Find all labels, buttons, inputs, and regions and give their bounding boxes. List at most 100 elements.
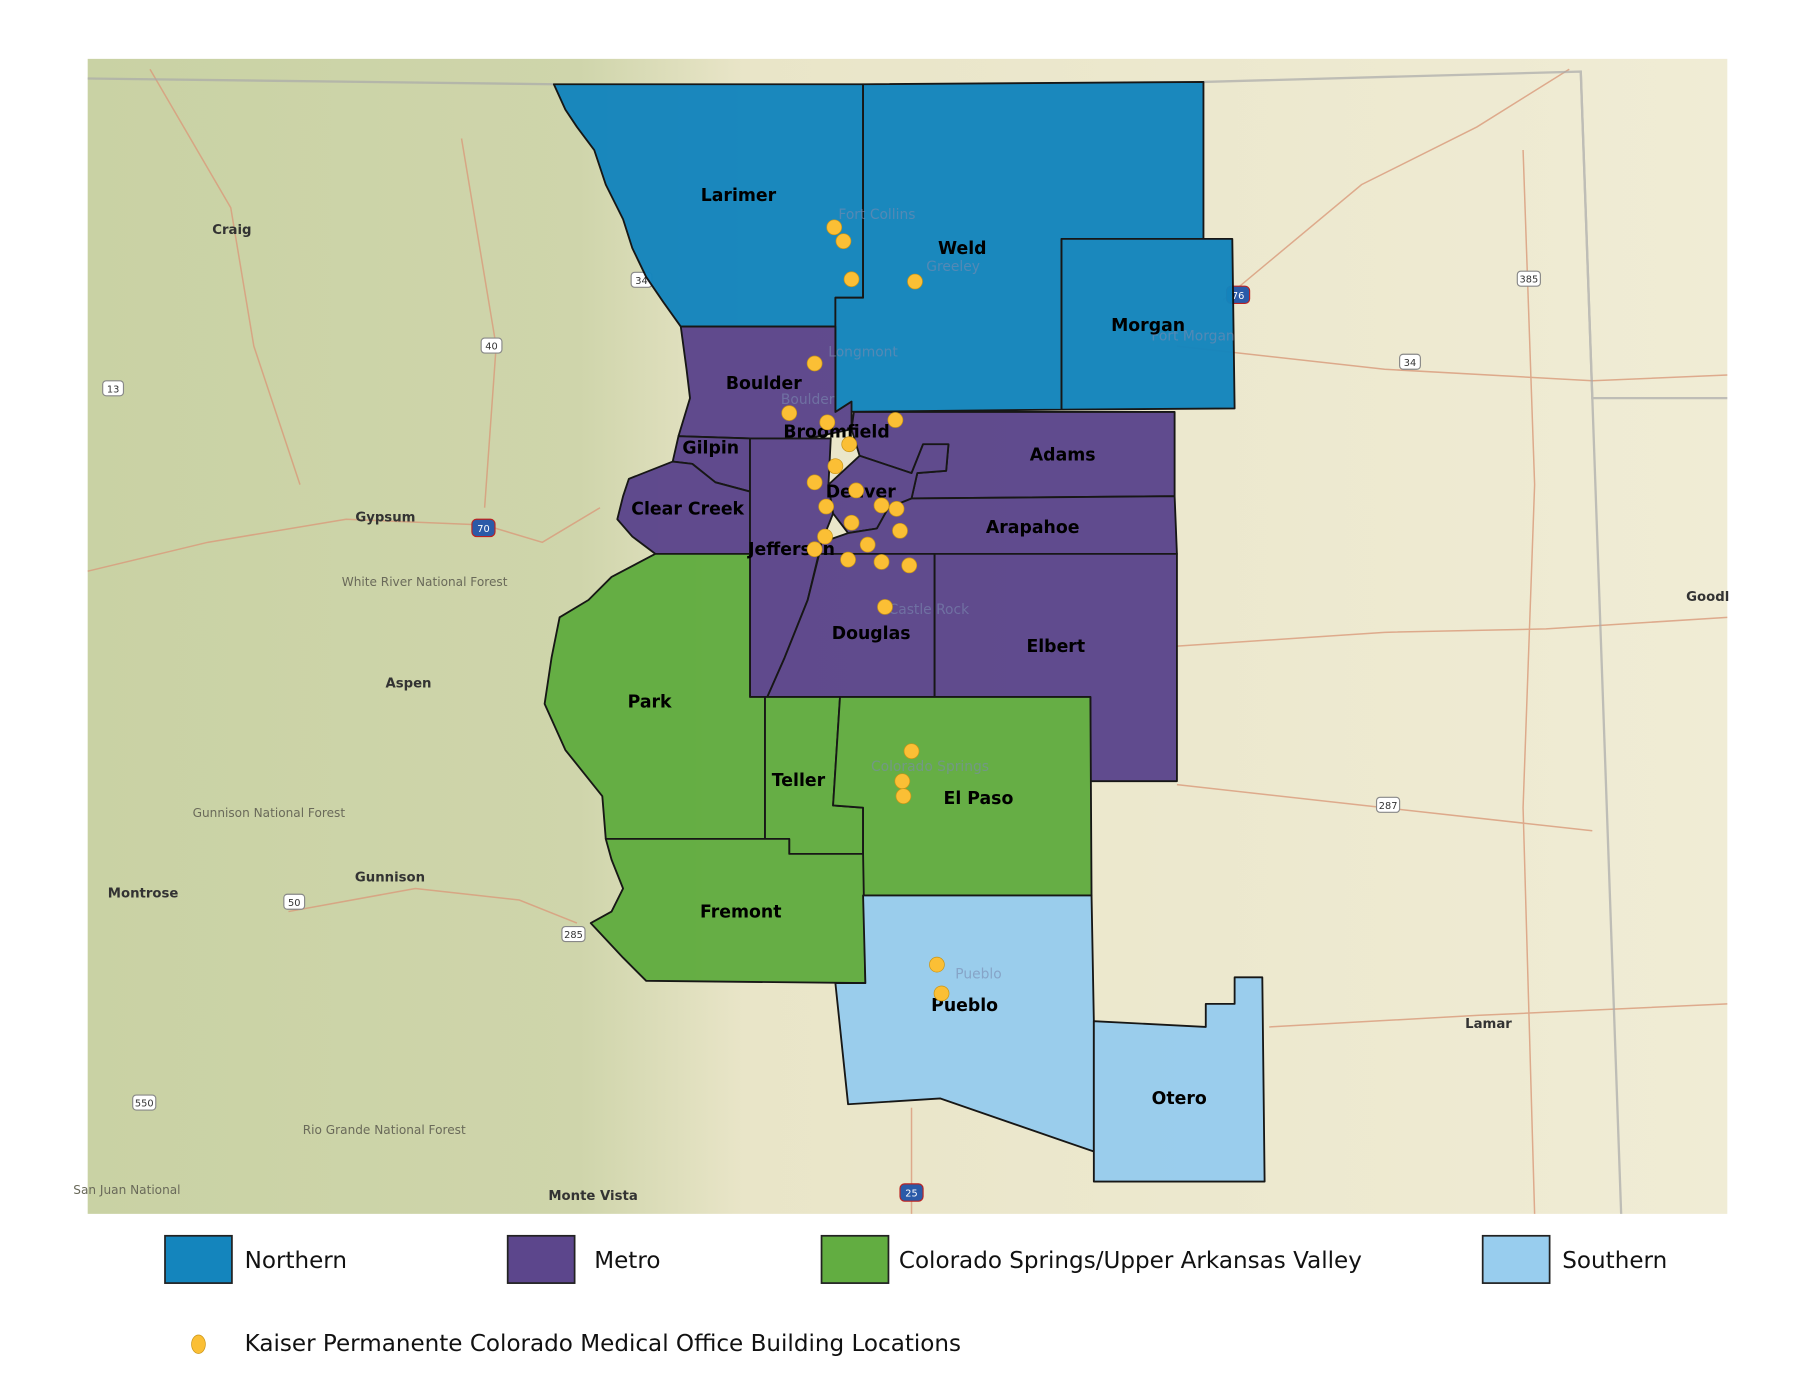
office-marker[interactable] xyxy=(841,436,858,453)
county-label: Boulder xyxy=(726,374,802,394)
office-marker[interactable] xyxy=(929,956,945,973)
legend-item-office: Kaiser Permanente Colorado Medical Offic… xyxy=(191,1331,961,1357)
office-marker[interactable] xyxy=(888,501,905,517)
city-label: Boulder xyxy=(781,392,835,408)
office-marker[interactable] xyxy=(859,536,876,553)
legend: Northern Metro Colorado Springs/Upper Ar… xyxy=(164,1234,1667,1357)
office-marker[interactable] xyxy=(873,497,890,514)
office-marker[interactable] xyxy=(806,474,823,491)
road-shield: 550 xyxy=(135,1099,154,1110)
legend-label: Kaiser Permanente Colorado Medical Offic… xyxy=(245,1331,961,1357)
county-label: Pueblo xyxy=(931,996,998,1016)
office-marker[interactable] xyxy=(887,412,904,428)
place-label: Gunnison xyxy=(355,871,425,886)
forest-label: Gunnison National Forest xyxy=(193,806,346,820)
road-shield: 287 xyxy=(1379,801,1398,812)
city-labels-faint: Fort Collins Greeley Longmont Boulder Fo… xyxy=(781,207,1235,982)
legend-swatch xyxy=(820,1234,890,1284)
road-shield: 50 xyxy=(288,898,300,909)
office-marker[interactable] xyxy=(840,551,856,568)
road-shield: 13 xyxy=(107,384,119,395)
office-marker[interactable] xyxy=(835,233,852,250)
county-label: Broomfield xyxy=(783,422,889,442)
county-labels: Larimer Weld Morgan Boulder Broomfield G… xyxy=(628,186,1207,1109)
city-label: Fort Morgan xyxy=(1151,328,1234,344)
office-marker[interactable] xyxy=(848,482,864,499)
place-label: Craig xyxy=(212,223,251,238)
county-pueblo[interactable] xyxy=(834,894,1095,1153)
city-label: Fort Collins xyxy=(838,207,915,223)
city-label: Castle Rock xyxy=(889,602,970,618)
county-otero[interactable] xyxy=(1092,976,1266,1183)
office-marker[interactable] xyxy=(933,985,950,1002)
office-marker[interactable] xyxy=(817,528,833,545)
legend-label: Metro xyxy=(594,1248,660,1274)
legend-label: Colorado Springs/Upper Arkansas Valley xyxy=(899,1248,1362,1274)
office-marker[interactable] xyxy=(843,514,860,531)
county-label: Otero xyxy=(1152,1089,1207,1109)
county-label: El Paso xyxy=(944,789,1014,809)
city-label: Longmont xyxy=(828,345,898,361)
office-markers xyxy=(781,219,950,1002)
city-label: Greeley xyxy=(926,259,980,275)
office-marker[interactable] xyxy=(806,541,823,558)
office-marker[interactable] xyxy=(819,414,836,431)
legend-item-colorado-springs: Colorado Springs/Upper Arkansas Valley xyxy=(820,1234,1362,1284)
office-marker[interactable] xyxy=(806,355,823,372)
office-marker[interactable] xyxy=(895,788,912,805)
county-park[interactable] xyxy=(543,552,766,840)
road-shield: 285 xyxy=(564,930,583,941)
office-marker[interactable] xyxy=(901,557,918,574)
place-label: Monte Vista xyxy=(548,1189,637,1204)
road-shield: 385 xyxy=(1519,275,1538,286)
road-shield: 25 xyxy=(905,1189,917,1200)
county-fremont[interactable] xyxy=(589,837,867,985)
office-marker[interactable] xyxy=(827,458,844,475)
office-marker[interactable] xyxy=(818,498,834,515)
office-marker[interactable] xyxy=(877,599,893,615)
legend-label: Northern xyxy=(245,1248,347,1274)
forest-label: Rio Grande National Forest xyxy=(303,1123,466,1137)
county-label: Douglas xyxy=(832,624,911,644)
office-marker[interactable] xyxy=(843,271,860,288)
county-label: Adams xyxy=(1030,445,1096,465)
office-marker[interactable] xyxy=(781,405,798,421)
county-label: Park xyxy=(628,692,672,712)
road-shield: 76 xyxy=(1232,291,1244,302)
legend-swatch xyxy=(164,1234,233,1284)
county-label: Teller xyxy=(772,771,826,791)
road-shield: 34 xyxy=(635,276,647,287)
place-label: Aspen xyxy=(385,677,431,692)
place-label: Lamar xyxy=(1465,1017,1512,1032)
place-label: Gypsum xyxy=(355,511,415,526)
legend-item-southern: Southern xyxy=(1481,1234,1667,1284)
counties xyxy=(543,81,1266,1183)
forest-label: San Juan National xyxy=(73,1183,180,1197)
office-marker[interactable] xyxy=(892,522,908,539)
county-label: Larimer xyxy=(701,186,777,206)
office-marker[interactable] xyxy=(894,773,911,790)
county-label: Elbert xyxy=(1026,637,1085,657)
office-marker[interactable] xyxy=(826,219,843,236)
office-marker[interactable] xyxy=(907,273,923,290)
county-label: Clear Creek xyxy=(631,500,744,520)
office-marker[interactable] xyxy=(873,554,890,570)
forest-label: White River National Forest xyxy=(342,575,508,589)
office-marker[interactable] xyxy=(903,743,920,760)
county-label: Fremont xyxy=(700,902,781,922)
road-shield: 34 xyxy=(1404,358,1416,369)
county-label: Weld xyxy=(938,239,987,259)
legend-swatch xyxy=(506,1234,576,1284)
county-label: Arapahoe xyxy=(986,518,1080,538)
office-marker-swatch xyxy=(191,1334,206,1354)
county-morgan[interactable] xyxy=(1060,237,1236,411)
legend-swatch xyxy=(1481,1234,1551,1284)
road-shield: 70 xyxy=(477,524,489,535)
road-shield: 40 xyxy=(485,342,497,353)
legend-item-northern: Northern xyxy=(164,1234,347,1284)
place-label: Montrose xyxy=(108,887,179,902)
city-label: Pueblo xyxy=(955,966,1001,982)
legend-item-metro: Metro xyxy=(506,1234,660,1284)
county-label: Morgan xyxy=(1111,316,1185,336)
